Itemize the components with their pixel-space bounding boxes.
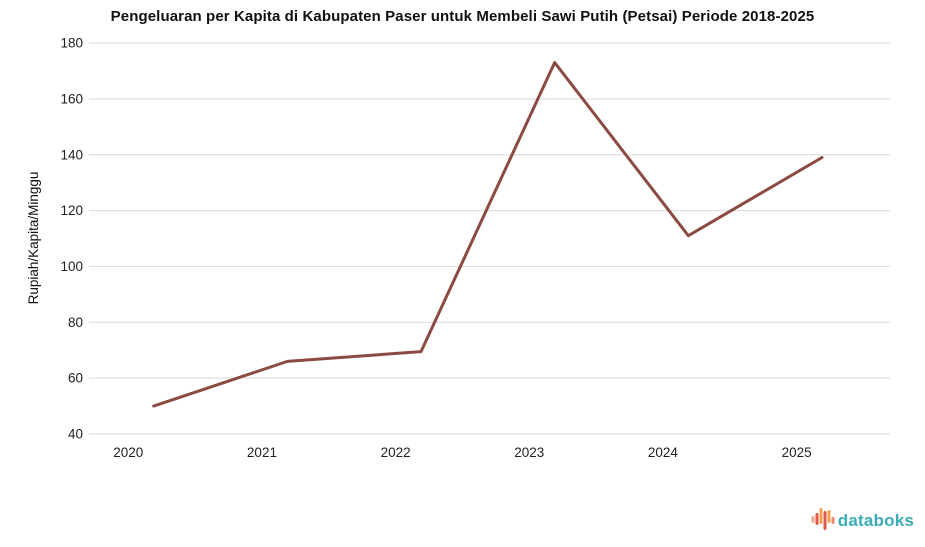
data-line <box>152 61 824 408</box>
x-tick-label: 2022 <box>381 445 411 460</box>
y-tick-label: 120 <box>60 203 83 218</box>
y-tick-label: 80 <box>68 315 83 330</box>
x-tick-label: 2023 <box>514 445 544 460</box>
databoks-logo: databoks <box>811 507 914 534</box>
databoks-logo-text: databoks <box>837 510 914 530</box>
logo-bar <box>811 516 815 523</box>
databoks-bars-icon <box>811 508 835 530</box>
y-tick-label: 40 <box>68 427 83 442</box>
chart-title: Pengeluaran per Kapita di Kabupaten Pase… <box>110 8 815 25</box>
x-tick-label: 2021 <box>247 445 277 460</box>
y-tick-label: 100 <box>60 259 83 274</box>
y-tick-label: 140 <box>60 147 83 162</box>
y-axis-title: Rupiah/Kapita/Minggu <box>26 172 41 305</box>
y-tick-label: 160 <box>60 91 83 106</box>
x-tick-label: 2024 <box>648 445 679 460</box>
y-tick-label: 180 <box>60 36 83 51</box>
x-tick-label: 2025 <box>782 445 812 460</box>
logo-bar <box>827 510 831 523</box>
logo-bar <box>823 511 827 530</box>
x-tick-label: 2020 <box>113 445 143 460</box>
logo-bar <box>831 517 835 524</box>
line-chart: 40 60 80 100 120 140 160 180 2020 2021 2022 2023 202… <box>26 36 890 460</box>
y-tick-label: 60 <box>68 371 83 386</box>
logo-bar <box>815 513 819 525</box>
logo-bar <box>819 508 823 524</box>
